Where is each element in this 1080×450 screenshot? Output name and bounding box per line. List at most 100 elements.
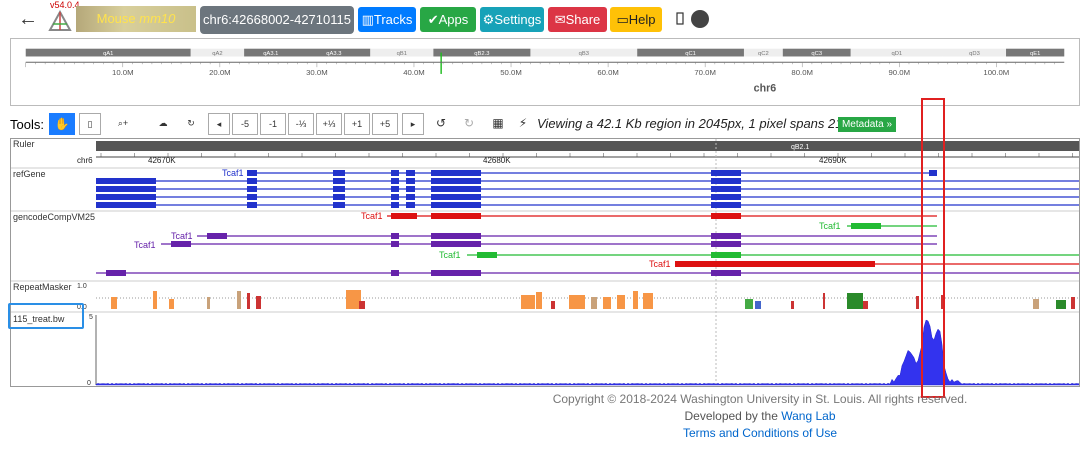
gencode-track-label[interactable]: gencodeCompVM25 [13, 212, 96, 222]
repeat-element [745, 299, 753, 309]
chromosome-ideogram[interactable]: qA1 qA2 qA3.1 qA3.3 qB1 qB2.3 qB3 qC1 qC2 qC3 qD1 q… [10, 38, 1080, 106]
ruler-track-label[interactable]: Ruler [13, 139, 35, 149]
ideogram-tick-label: 30.0M [306, 68, 328, 77]
pan-tool-button[interactable]: ☁ [152, 113, 174, 135]
refgene-exon [711, 194, 741, 200]
ideogram-band [244, 48, 298, 57]
refgene-exon [711, 170, 741, 176]
pan-right-button[interactable]: ▸ [402, 113, 424, 135]
genome-selector[interactable]: Mouse mm10 [76, 6, 196, 32]
developed-by-label: Developed by the [684, 409, 778, 423]
terms-link[interactable]: Terms and Conditions of Use [682, 426, 838, 440]
gencode-label-purple-1[interactable]: Tcaf1 [171, 231, 193, 241]
apps-button[interactable]: ✔Apps [420, 7, 476, 32]
repeatmasker-track[interactable]: 1.0 0.0 [77, 283, 1080, 311]
zoom-select-button[interactable]: ⌕+ [105, 113, 141, 135]
ideogram-band-label: qC3 [811, 51, 822, 57]
wang-lab-link[interactable]: Wang Lab [781, 409, 836, 423]
coordinate-box[interactable]: chr6:42668002-42710115 [200, 6, 354, 34]
ideogram-tick-label: 80.0M [791, 68, 813, 77]
reorder-tool-button[interactable]: ▯ [79, 113, 101, 135]
repeat-element [1071, 297, 1075, 309]
refgene-gene-label[interactable]: Tcaf1 [222, 168, 244, 178]
gencode-label-red-2[interactable]: Tcaf1 [649, 259, 671, 269]
repeat-element [633, 291, 638, 309]
zoom-out-1-button[interactable]: -1 [260, 113, 286, 135]
highlight-button[interactable]: ⚡ [514, 113, 532, 135]
refgene-exon [96, 186, 156, 192]
help-button[interactable]: ▭Help [610, 7, 662, 32]
repeatmasker-track-label[interactable]: RepeatMasker [13, 282, 72, 292]
refgene-exon [406, 186, 415, 192]
tools-label: Tools: [10, 117, 44, 132]
region-info-text: Viewing a 42.1 Kb region in 2045px, 1 pi… [537, 116, 861, 131]
bw-scale-bottom: 0 [87, 380, 91, 387]
pan-left-button[interactable]: ◂ [208, 113, 230, 135]
gencode-track[interactable]: Tcaf1 Tcaf1 Tcaf1 Tcaf1 Tcaf1 Tcaf1 [96, 211, 1080, 276]
repeat-element [591, 297, 597, 309]
zoom-out-5-button[interactable]: -5 [232, 113, 258, 135]
ideogram-band [370, 48, 434, 57]
ideogram-band [433, 48, 531, 57]
browser-logo-icon[interactable] [46, 10, 74, 32]
bw-scale-top: 5 [89, 314, 93, 321]
ruler-tick-42690k: 42690K [819, 156, 847, 165]
ideogram-band-label: qC2 [758, 51, 769, 57]
back-arrow-icon[interactable]: ← [18, 8, 38, 30]
screenshot-button[interactable]: ▦ [488, 113, 508, 135]
refgene-exon [406, 202, 415, 208]
ideogram-chrom-label: chr6 [754, 82, 777, 94]
share-label: Share [565, 12, 601, 27]
gencode-exon [711, 270, 741, 276]
share-button[interactable]: ✉Share [548, 7, 607, 32]
zoom-out-third-button[interactable]: -⅓ [288, 113, 314, 135]
gencode-exon [431, 241, 481, 247]
bigwig-track-label[interactable]: 115_treat.bw [13, 314, 65, 324]
refgene-exon [711, 202, 741, 208]
gencode-label-green[interactable]: Tcaf1 [819, 221, 841, 231]
bigwig-track[interactable]: 5 0 [87, 314, 1080, 387]
undo-button[interactable]: ↺ [430, 113, 452, 135]
ideogram-band [942, 48, 1007, 57]
redo-button[interactable]: ↻ [458, 113, 480, 135]
refgene-exon [431, 186, 481, 192]
refgene-exon [247, 170, 257, 176]
zoom-in-5-button[interactable]: +5 [372, 113, 398, 135]
redo-icon: ↻ [463, 116, 475, 130]
tracks-button[interactable]: ▥Tracks [358, 7, 416, 32]
theme-toggle[interactable] [676, 9, 710, 29]
gencode-exon [171, 241, 191, 247]
settings-button[interactable]: ⚙Settings [480, 7, 544, 32]
settings-label: Settings [494, 12, 542, 27]
highlight-annotation-box [921, 98, 945, 398]
repeat-element [916, 296, 919, 309]
refgene-exon [247, 178, 257, 184]
zoom-in-third-button[interactable]: +⅓ [316, 113, 342, 135]
refgene-track-label[interactable]: refGene [13, 169, 46, 179]
gencode-exon [106, 270, 126, 276]
gencode-label-purple-2[interactable]: Tcaf1 [134, 240, 156, 250]
ideogram-band [1006, 48, 1065, 57]
gencode-exon [391, 233, 399, 239]
help-label: Help [628, 12, 656, 27]
gencode-exon [431, 233, 481, 239]
ruler-tick-42670k: 42670K [148, 156, 176, 165]
metadata-button[interactable]: Metadata » [838, 117, 896, 132]
gencode-exon [391, 241, 399, 247]
ideogram-band-label: qA1 [103, 51, 113, 57]
refgene-exon [406, 170, 415, 176]
zoom-in-1-button[interactable]: +1 [344, 113, 370, 135]
gear-icon: ⚙ [482, 12, 495, 27]
drag-tool-button[interactable]: ✋ [49, 113, 75, 135]
refgene-exon [431, 170, 481, 176]
gencode-exon [207, 233, 227, 239]
refresh-button[interactable]: ↻ [180, 113, 202, 135]
repeat-element [1033, 299, 1039, 309]
track-panel[interactable]: qB2.1 42670K 42680K 42690K chr6 Tcaf1 [10, 138, 1080, 387]
refgene-exon [391, 170, 399, 176]
repeat-element [551, 301, 555, 309]
tracks-label: Tracks [373, 12, 413, 27]
gencode-label-green-2[interactable]: Tcaf1 [439, 250, 461, 260]
gencode-label-red[interactable]: Tcaf1 [361, 211, 383, 221]
refgene-track[interactable]: Tcaf1 [96, 168, 1080, 208]
